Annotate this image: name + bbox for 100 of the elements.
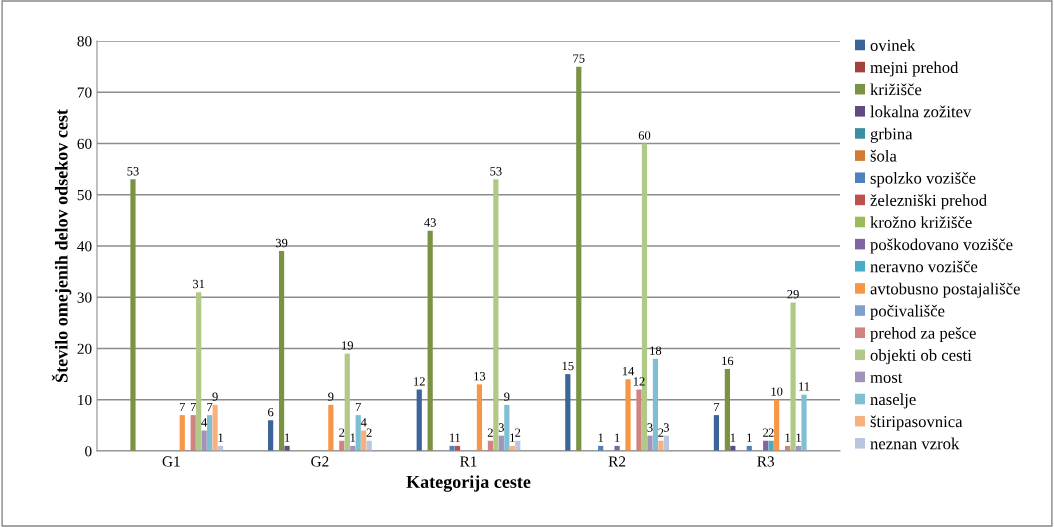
data-label: 14 xyxy=(622,366,635,376)
data-label: 12 xyxy=(633,377,645,386)
data-label: 43 xyxy=(424,218,436,227)
bar xyxy=(201,430,207,451)
data-label: 2 xyxy=(515,428,521,437)
data-label: 1 xyxy=(747,433,752,442)
data-label: 2 xyxy=(768,428,774,437)
x-tick-label: R2 xyxy=(608,456,626,467)
data-label: 9 xyxy=(504,392,510,401)
bar xyxy=(268,420,274,451)
bar xyxy=(790,302,796,451)
y-tick-label: 70 xyxy=(77,87,92,98)
data-label: 16 xyxy=(722,356,734,366)
y-tick-label: 20 xyxy=(77,343,92,354)
data-label: 7 xyxy=(190,402,196,412)
legend-label: neravno vozišče xyxy=(870,260,978,273)
data-label: 2 xyxy=(487,428,493,437)
legend-label: objekti ob cesti xyxy=(870,349,972,365)
x-axis-title: Kategorija ceste xyxy=(406,475,531,492)
y-tick-label: 80 xyxy=(77,36,92,47)
data-label: 1 xyxy=(450,433,455,442)
data-label: 7 xyxy=(179,402,186,412)
data-label: 2 xyxy=(658,428,664,437)
y-tick-label: 40 xyxy=(77,241,92,252)
legend-label: krožno križišče xyxy=(870,216,972,229)
legend-label: naselje xyxy=(870,393,916,409)
data-label: 1 xyxy=(796,433,801,442)
bar xyxy=(801,394,807,451)
x-tick-label: R1 xyxy=(460,456,477,467)
data-label: 53 xyxy=(127,167,139,176)
y-tick-label: 0 xyxy=(85,446,92,457)
y-tick-label: 10 xyxy=(78,394,92,406)
bar xyxy=(179,415,185,451)
bar xyxy=(361,430,367,451)
data-label: 1 xyxy=(350,433,356,442)
data-label: 12 xyxy=(414,377,425,386)
data-label: 18 xyxy=(650,346,662,355)
data-label: 3 xyxy=(663,423,670,432)
data-label: 2 xyxy=(366,428,372,437)
legend-label: spolzko vozišče xyxy=(870,172,976,188)
legend-label: mejni prehod xyxy=(870,61,959,77)
bar xyxy=(724,369,730,451)
bar xyxy=(713,415,720,451)
data-label: 39 xyxy=(275,238,288,248)
bar xyxy=(493,179,499,451)
y-tick-label: 60 xyxy=(77,138,92,149)
data-label: 1 xyxy=(285,433,290,442)
bar xyxy=(576,66,582,451)
y-tick-label: 50 xyxy=(77,189,92,201)
bar xyxy=(647,435,653,451)
bar xyxy=(207,415,213,451)
data-label: 1 xyxy=(730,433,736,442)
data-label: 1 xyxy=(785,433,790,442)
legend-label: grbina xyxy=(870,127,913,143)
data-label: 3 xyxy=(498,423,504,432)
bar xyxy=(196,292,202,451)
data-label: 9 xyxy=(212,392,218,401)
data-label: 7 xyxy=(355,402,361,412)
legend-label: štiripasovnica xyxy=(870,415,963,431)
data-label: 10 xyxy=(771,387,783,396)
data-label: 1 xyxy=(615,433,620,442)
bar xyxy=(504,404,510,451)
bar xyxy=(476,384,483,451)
data-label: 31 xyxy=(193,279,205,289)
bar xyxy=(190,415,196,451)
data-label: 7 xyxy=(714,402,720,412)
legend-label: počivališče xyxy=(870,304,945,320)
bar xyxy=(212,404,218,451)
bar xyxy=(416,389,422,451)
legend-label: most xyxy=(870,373,903,383)
legend-label: prehod za pešce xyxy=(870,326,976,343)
data-label: 19 xyxy=(342,341,354,350)
data-label: 13 xyxy=(474,372,486,381)
legend-label: križišče xyxy=(870,83,922,96)
bar xyxy=(625,379,631,451)
data-label: 1 xyxy=(218,433,223,442)
data-label: 4 xyxy=(201,418,208,427)
bar xyxy=(636,389,642,451)
data-label: 9 xyxy=(328,392,334,401)
bar xyxy=(565,374,571,451)
legend-label: poškodovano vozišče xyxy=(870,238,1013,254)
bar xyxy=(652,358,659,451)
bar xyxy=(355,415,361,451)
data-label: 3 xyxy=(647,423,653,432)
data-label: 2 xyxy=(339,428,345,437)
x-tick-label: G2 xyxy=(311,456,329,467)
data-label: 60 xyxy=(638,131,651,140)
data-label: 7 xyxy=(207,402,213,412)
bar xyxy=(278,251,285,451)
x-tick-label: G1 xyxy=(162,456,180,467)
bar xyxy=(130,179,136,451)
data-label: 2 xyxy=(763,428,769,437)
data-label: 11 xyxy=(799,382,810,391)
legend-label: avtobusno postajališče xyxy=(870,282,1020,298)
data-label: 53 xyxy=(490,167,502,176)
bar xyxy=(328,404,334,451)
y-axis-title: Število omejenih delov odsekov cest xyxy=(51,109,72,382)
bar xyxy=(344,353,350,451)
legend-label: šola xyxy=(870,149,897,162)
data-label: 29 xyxy=(787,290,799,299)
